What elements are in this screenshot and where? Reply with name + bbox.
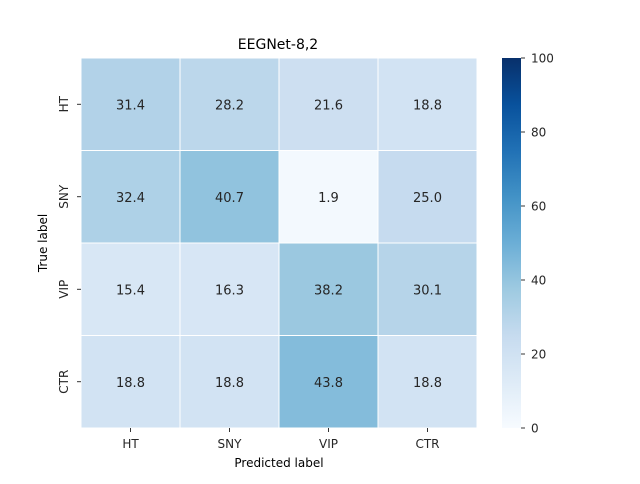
colorbar-tick-label: 80 (531, 126, 546, 140)
y-tick-label: SNY (57, 184, 71, 209)
y-tick-labels: HT SNY VIP CTR (57, 95, 81, 394)
y-axis-label: True label (36, 214, 50, 273)
cell-value-label: 18.8 (215, 376, 244, 391)
cell-value-label: 32.4 (116, 191, 145, 206)
heatmap-cell (377, 335, 478, 429)
x-tick-label: VIP (319, 437, 338, 451)
cell-value-label: 30.1 (413, 283, 442, 298)
x-axis-label: Predicted label (234, 456, 323, 470)
cell-value-label: 38.2 (314, 283, 343, 298)
colorbar-tick-label: 60 (531, 200, 546, 214)
x-tick-label: SNY (218, 437, 243, 451)
cell-value-label: 43.8 (314, 376, 343, 391)
colorbar-tick-label: 100 (531, 52, 554, 66)
y-tick-label: VIP (57, 280, 71, 299)
y-tick-label: CTR (57, 370, 71, 394)
heatmap-cell (278, 335, 379, 429)
cell-value-label: 1.9 (318, 191, 339, 206)
heatmap-cells (80, 57, 478, 429)
cell-value-label: 16.3 (215, 283, 244, 298)
cell-value-label: 40.7 (215, 191, 244, 206)
cell-value-label: 31.4 (116, 98, 145, 113)
cell-value-label: 18.8 (413, 98, 442, 113)
heatmap-cell (179, 150, 280, 244)
heatmap-cell-labels: 31.4 28.2 21.6 18.8 32.4 40.7 1.9 25.0 15.4 16.3 3… (116, 98, 442, 391)
x-tick-label: CTR (415, 437, 439, 451)
x-tick-label: HT (122, 437, 139, 451)
chart-title: EEGNet-8,2 (238, 37, 318, 53)
cell-value-label: 15.4 (116, 283, 145, 298)
cell-value-label: 28.2 (215, 98, 244, 113)
x-tick-labels: HT SNY VIP CTR (122, 428, 440, 451)
colorbar-gradient (502, 58, 521, 428)
heatmap-cell (377, 242, 478, 336)
colorbar-tick-label: 20 (531, 348, 546, 362)
cell-value-label: 18.8 (116, 376, 145, 391)
heatmap-cell (179, 242, 280, 336)
cell-value-label: 21.6 (314, 98, 343, 113)
colorbar-tick-label: 40 (531, 274, 546, 288)
heatmap-cell (80, 57, 181, 151)
heatmap-cell (377, 150, 478, 244)
colorbar-tick-label: 0 (531, 422, 539, 436)
cell-value-label: 18.8 (413, 376, 442, 391)
heatmap-cell (80, 150, 181, 244)
heatmap-cell (179, 335, 280, 429)
y-tick-label: HT (57, 95, 71, 112)
colorbar-ticks: 0 20 40 60 80 100 (521, 52, 554, 436)
heatmap-cell (80, 335, 181, 429)
heatmap-cell (179, 57, 280, 151)
heatmap-cell (278, 57, 379, 151)
colorbar (502, 58, 521, 428)
cell-value-label: 25.0 (413, 191, 442, 206)
heatmap-cell (377, 57, 478, 151)
